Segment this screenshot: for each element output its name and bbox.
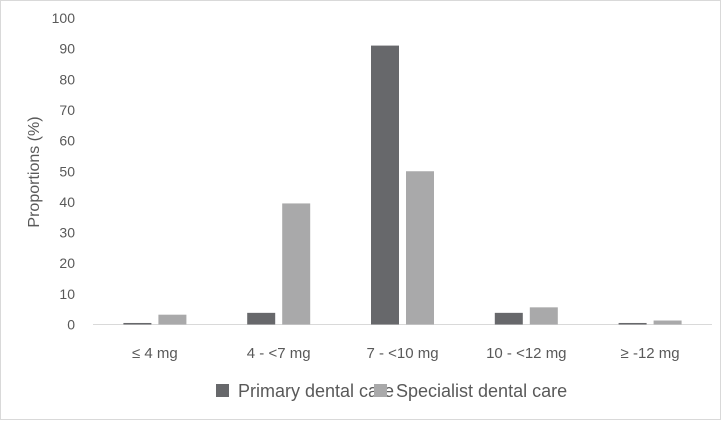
y-tick-label: 90 <box>59 41 75 57</box>
bar-primary-4 <box>618 322 647 325</box>
x-tick-label: ≤ 4 mg <box>132 345 178 362</box>
legend-label-specialist: Specialist dental care <box>396 381 567 401</box>
bar-specialist-0 <box>158 314 187 325</box>
bar-specialist-4 <box>653 320 682 325</box>
y-tick-label: 40 <box>59 194 75 210</box>
y-axis-ticks: 0 10 20 30 40 50 60 70 80 90 100 <box>52 10 76 333</box>
y-tick-label: 30 <box>59 225 75 241</box>
y-axis-label: Proportions (%) <box>26 116 43 227</box>
x-tick-label: 4 - <7 mg <box>247 345 311 362</box>
bar-primary-1 <box>247 312 276 325</box>
bars-group <box>123 45 682 325</box>
y-tick-label: 0 <box>67 317 75 333</box>
y-tick-label: 80 <box>59 71 75 87</box>
y-tick-label: 20 <box>59 255 75 271</box>
legend-label-primary: Primary dental care <box>238 381 394 401</box>
legend-swatch-primary <box>216 384 229 397</box>
y-tick-label: 50 <box>59 163 75 179</box>
bar-primary-3 <box>494 312 523 325</box>
y-tick-label: 100 <box>52 10 76 26</box>
x-tick-label: ≥ -12 mg <box>621 345 680 362</box>
bar-specialist-1 <box>282 203 311 325</box>
bar-primary-0 <box>123 322 152 325</box>
x-tick-label: 7 - <10 mg <box>366 345 438 362</box>
bar-specialist-3 <box>529 307 558 325</box>
bar-specialist-2 <box>406 171 434 325</box>
legend: Primary dental care Specialist dental car… <box>216 381 567 401</box>
bar-primary-2 <box>371 45 399 325</box>
x-axis-labels: ≤ 4 mg 4 - <7 mg 7 - <10 mg 10 - <12 mg ≥ -1… <box>132 345 680 362</box>
legend-swatch-specialist <box>374 384 387 397</box>
y-tick-label: 10 <box>59 286 75 302</box>
y-tick-label: 70 <box>59 102 75 118</box>
x-tick-label: 10 - <12 mg <box>486 345 566 362</box>
y-tick-label: 60 <box>59 133 75 149</box>
